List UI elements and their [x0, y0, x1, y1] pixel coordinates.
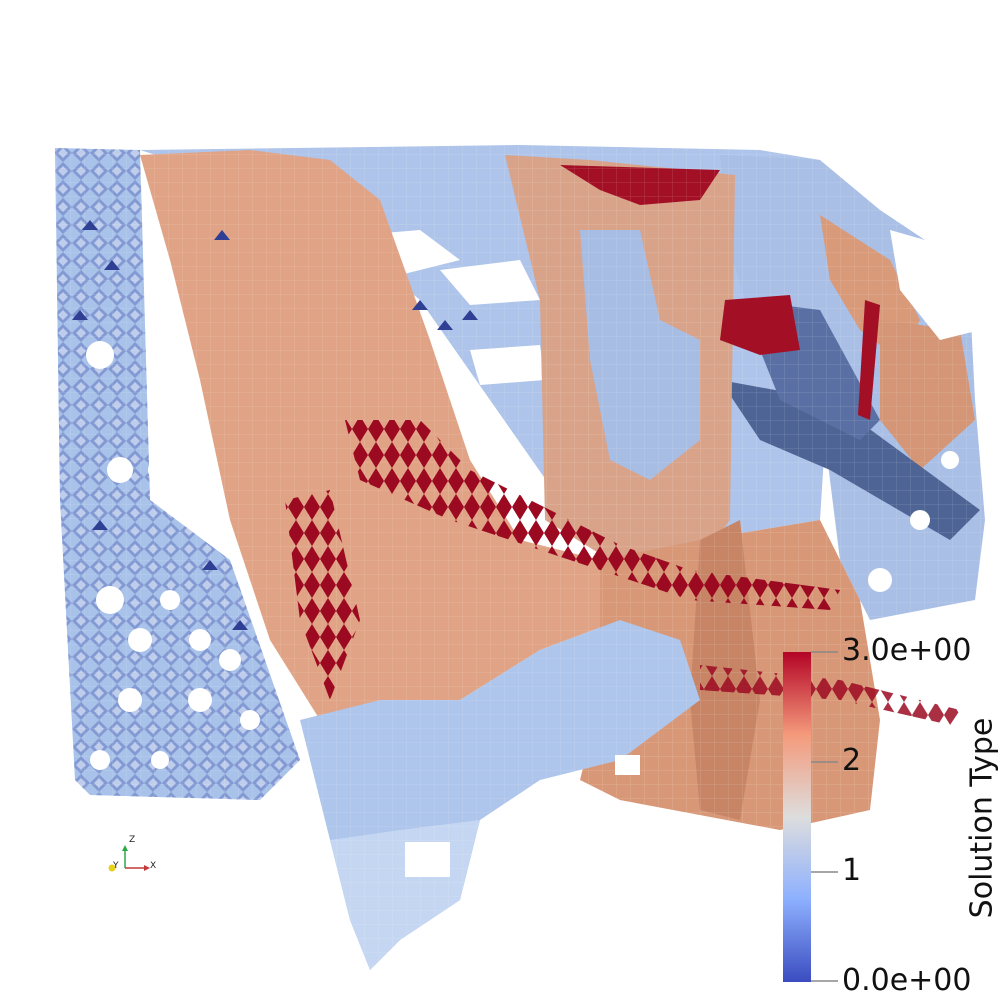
colorbar-title: Solution Type [964, 717, 1000, 919]
orientation-axes-glyph [108, 845, 150, 872]
red-streak-right [858, 300, 880, 420]
dark-speckles [72, 220, 478, 630]
colorbar-label-1: 1 [842, 853, 862, 888]
colorbar-label-max: 3.0e+00 [842, 633, 972, 668]
red-band-3 [700, 665, 960, 725]
colorbar [783, 652, 811, 982]
surface-grid [55, 145, 985, 975]
red-band-2 [345, 420, 840, 610]
red-band-1 [285, 490, 360, 700]
mesh-holes [86, 341, 959, 877]
colorbar-label-2: 2 [842, 743, 862, 778]
axis-label-z: Z [129, 835, 136, 845]
colorbar-label-min: 0.0e+00 [842, 963, 972, 998]
axis-label-y: Y [113, 861, 119, 871]
axis-label-x: X [150, 861, 157, 871]
red-patch-right [720, 295, 800, 355]
